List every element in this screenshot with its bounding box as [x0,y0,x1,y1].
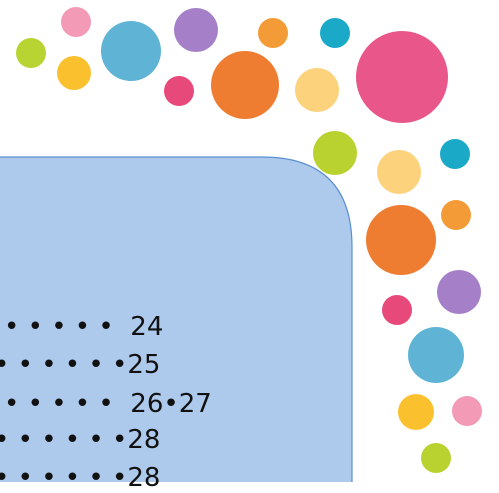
leader: • • • • • • [0,463,127,493]
toc-row: • • • • • •28 [0,427,160,453]
leader: • • • • • [4,312,122,342]
page-number: 26•27 [130,389,212,419]
leader: • • • • • [4,389,122,419]
leader: • • • • • • [0,350,127,380]
toc-row: • • • • • •25 [0,352,160,378]
page-number: 28 [127,425,160,455]
page-number: 24 [130,312,163,342]
page: {"rows": [ {"leader": "• • • • • ", "pag… [0,0,499,482]
toc-row: • • • • • •28 [0,465,160,491]
page-number: 28 [127,463,160,493]
toc-row: • • • • • 24 [4,314,163,340]
leader: • • • • • • [0,425,127,455]
toc-row: • • • • • 26•27 [4,391,212,417]
page-number: 25 [127,350,160,380]
